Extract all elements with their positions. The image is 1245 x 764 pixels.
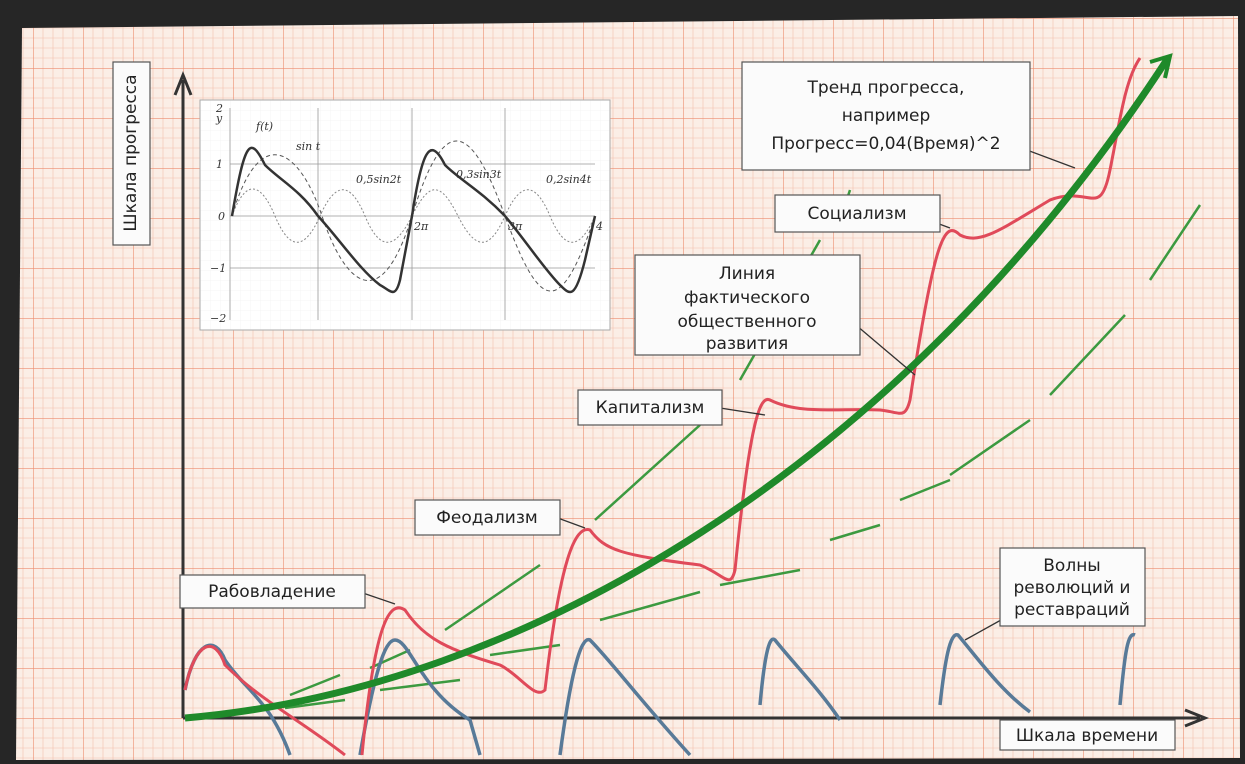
inset: y 2 1 0 −1 −2 2π 3π 4 f(t) sin t 0,5sin2…: [199, 99, 611, 331]
callout-text: например: [842, 106, 931, 126]
trend-curve: [184, 56, 1171, 722]
callout-text: Линия: [719, 264, 775, 284]
curve-label: sin t: [296, 140, 321, 153]
callout-box: [179, 574, 366, 609]
callout-box: [634, 254, 861, 356]
actual-development-line: [183, 57, 1142, 757]
inset-ytick: 2: [215, 102, 223, 115]
trend-arrow: [1149, 53, 1173, 79]
inset-xtick: 2π: [413, 220, 429, 233]
callout-text: развития: [706, 334, 789, 354]
callout-box: [999, 547, 1146, 627]
callout-text: общественного: [677, 312, 816, 332]
y-axis-label: Шкала прогресса: [121, 74, 141, 231]
callout-text: Рабовладение: [208, 582, 336, 602]
x-axis-label: Шкала времени: [1016, 726, 1158, 746]
callout-text: революций и: [1014, 578, 1131, 598]
curve-label: 0,3sin3t: [456, 168, 502, 181]
green-lines: [284, 189, 1202, 710]
wave-curve: [183, 632, 1136, 757]
inset-xtick: 3π: [508, 220, 523, 233]
axes: [173, 70, 1210, 728]
callout-text: Волны: [1043, 556, 1100, 576]
callout-box: [414, 499, 561, 536]
callout-text: фактического: [684, 288, 810, 308]
inset-y-label: y: [215, 112, 223, 125]
callout-text: Социализм: [807, 204, 906, 224]
inset-ytick: 0: [218, 210, 225, 223]
callout-pointers: [359, 139, 1076, 641]
curve-label: f(t): [255, 120, 273, 133]
callout-text: Феодализм: [436, 508, 537, 528]
callout-box: [577, 389, 723, 426]
callout-box: [774, 194, 941, 233]
callout-text: Прогресс=0,04(Время)^2: [771, 134, 1000, 154]
inset-ytick: −1: [210, 262, 226, 275]
inset-xtick: 4: [595, 220, 603, 233]
axis-label-box: [999, 719, 1176, 751]
callout-text: Капитализм: [596, 398, 705, 418]
callout-box: [741, 61, 1031, 171]
curve-label: 0,2sin4t: [546, 173, 592, 186]
inset-ytick: 1: [216, 158, 223, 171]
inset-ytick: −2: [210, 312, 226, 325]
callout-text: Тренд прогресса,: [807, 78, 965, 98]
curve-label: 0,5sin2t: [356, 173, 402, 186]
axis-label-box: [112, 61, 151, 246]
callout-text: реставраций: [1014, 600, 1130, 620]
